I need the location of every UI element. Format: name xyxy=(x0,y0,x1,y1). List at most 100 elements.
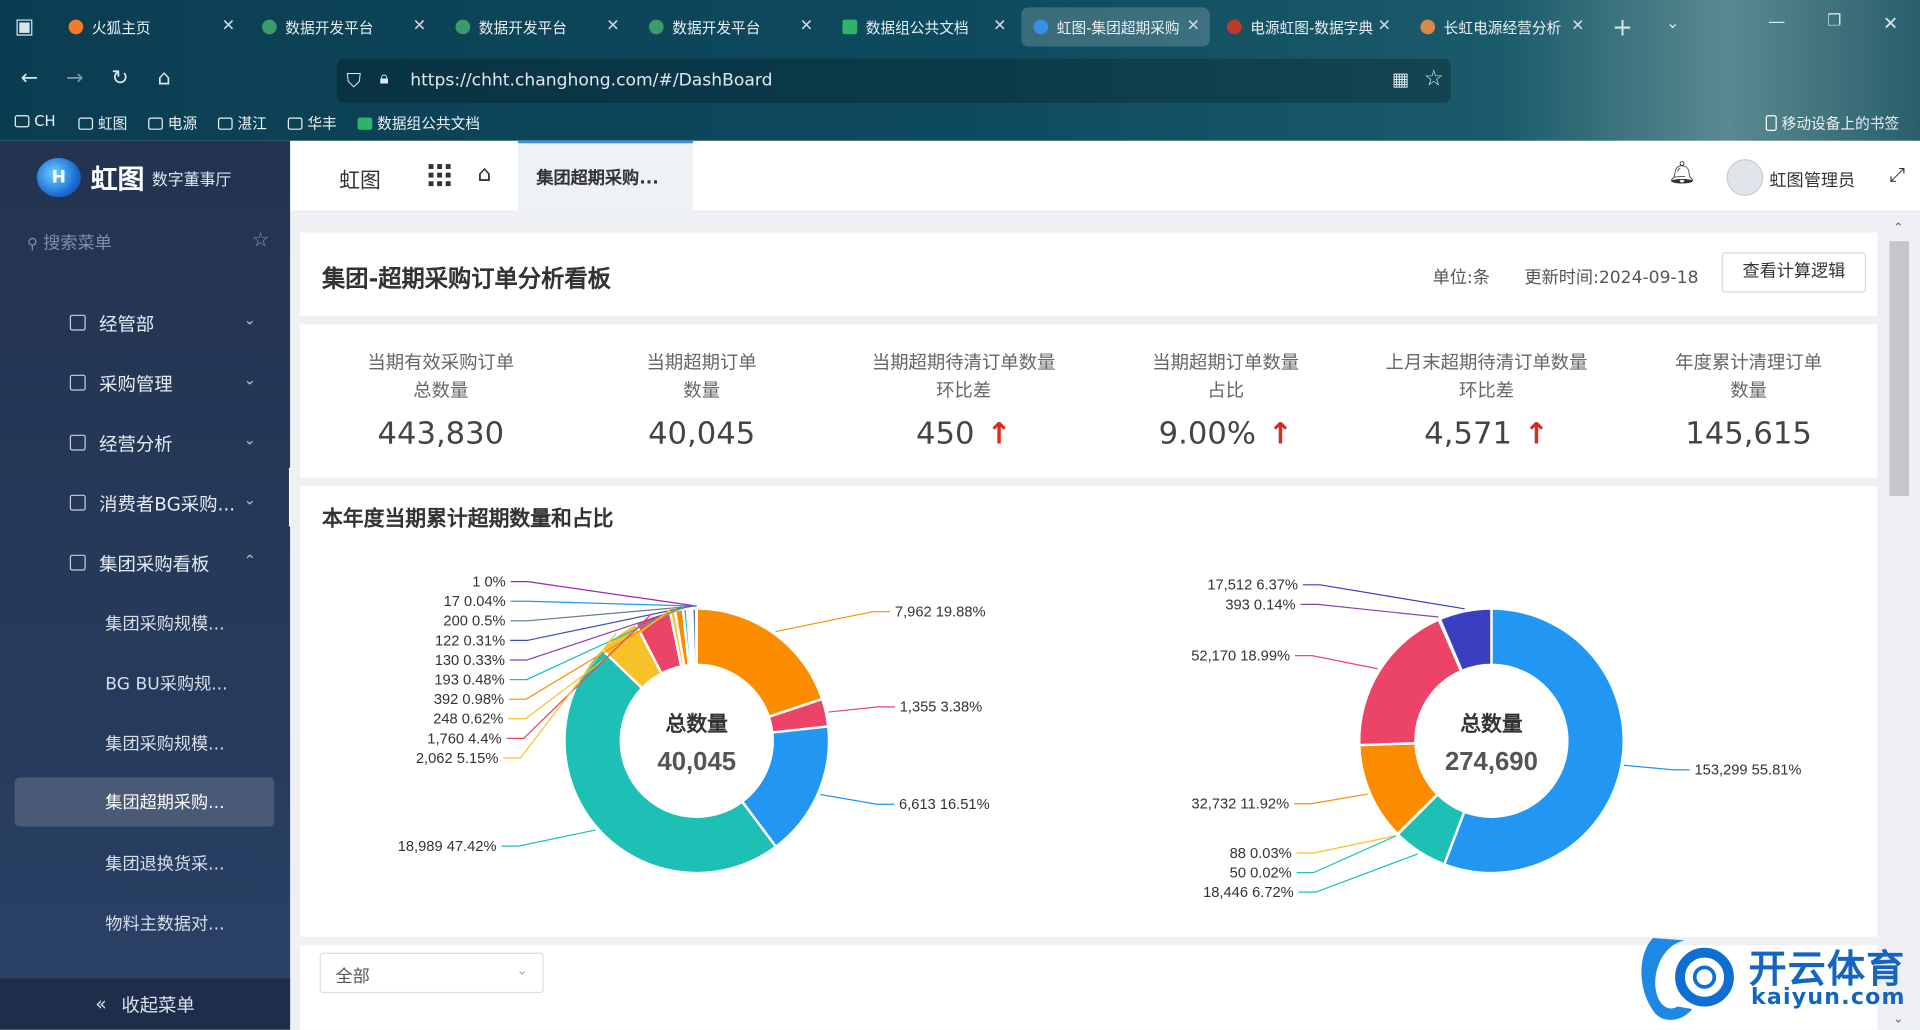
user-name[interactable]: 虹图管理员 xyxy=(1769,171,1856,192)
update-time: 更新时间:2024-09-18 xyxy=(1524,268,1699,288)
mobile-bookmarks[interactable]: 移动设备上的书签 xyxy=(1765,113,1899,134)
collapse-menu-button[interactable]: «收起菜单 xyxy=(0,978,291,1030)
browser-tab[interactable]: 长虹电源经营分析 ✕ xyxy=(1408,7,1594,46)
menu-jingguanbu[interactable]: 经管部 ⌄ xyxy=(0,296,290,350)
donut-charts: 7,962 19.88% 1,355 3.38% 6,613 16.51% 1 0% 1… xyxy=(398,575,1802,902)
tab-active-page[interactable]: 集团超期采购... xyxy=(517,140,694,212)
apps-grid-icon[interactable] xyxy=(427,163,451,187)
close-tab-icon[interactable]: ✕ xyxy=(1571,17,1585,36)
app-topbar: 虹图 ⌂ 集团超期采购... 🔔︎ 虹图管理员 ⤢ xyxy=(290,140,1920,212)
folder-icon xyxy=(287,116,303,130)
browser-tab[interactable]: 数据开发平台 ✕ xyxy=(443,7,629,46)
close-tab-icon[interactable]: ✕ xyxy=(1186,17,1201,36)
url-text[interactable]: https://chht.changhong.com/#/DashBoard xyxy=(410,71,773,91)
view-logic-button[interactable]: 查看计算逻辑 xyxy=(1721,252,1867,293)
browser-tab[interactable]: 数据开发平台 ✕ xyxy=(637,7,823,46)
kaiyun-logo-icon xyxy=(1641,937,1734,1020)
reload-icon[interactable]: ↻ xyxy=(111,66,129,91)
qr-code-icon[interactable]: ▦ xyxy=(1392,68,1410,91)
slice-data-label: 18,446 6.72% xyxy=(1203,885,1294,901)
donut-slice[interactable] xyxy=(563,647,778,875)
tab-favicon xyxy=(842,19,858,35)
slice-data-label: 88 0.03% xyxy=(1230,846,1292,862)
close-window-icon[interactable]: ✕ xyxy=(1882,12,1899,35)
submenu-item[interactable]: BG BU采购规... xyxy=(105,674,228,695)
topbar-brand[interactable]: 虹图 xyxy=(339,168,381,194)
scrollbar-thumb[interactable] xyxy=(1889,241,1909,496)
close-tab-icon[interactable]: ✕ xyxy=(412,17,427,36)
star-bookmark-icon[interactable]: ☆ xyxy=(1423,66,1444,92)
bookmark-folder[interactable]: 电源 xyxy=(148,113,197,134)
bookmark-folder[interactable]: 湛江 xyxy=(217,113,267,134)
lock-icon: 🔒︎ xyxy=(379,68,389,89)
app-logo[interactable]: H 虹图 数字董事厅 xyxy=(36,157,231,198)
home-icon[interactable]: ⌂ xyxy=(157,66,171,91)
minimize-icon[interactable]: — xyxy=(1768,12,1786,32)
back-icon[interactable]: ← xyxy=(20,66,39,91)
tab-favicon xyxy=(262,19,277,35)
donut-center-value: 40,045 xyxy=(657,748,736,776)
filter-select[interactable]: 全部 ⌄ xyxy=(319,952,544,994)
star-icon[interactable]: ☆ xyxy=(251,227,270,252)
leader-line xyxy=(1302,584,1465,610)
browser-tab-active[interactable]: 虹图-集团超期采购 ✕ xyxy=(1021,7,1210,47)
chevron-up-icon: ⌄ xyxy=(243,551,256,569)
menu-search[interactable]: ⚲ 搜索菜单 ☆ xyxy=(27,227,272,254)
chevron-down-icon: ⌄ xyxy=(243,371,256,389)
menu-jingying[interactable]: 经营分析 ⌄ xyxy=(0,416,290,470)
search-input[interactable]: 搜索菜单 xyxy=(43,233,112,254)
donut-center-label: 总数量 xyxy=(666,712,729,736)
folder-icon xyxy=(78,116,94,130)
browser-tab[interactable]: 数据开发平台 ✕ xyxy=(250,7,436,46)
browser-tab[interactable]: 电源虹图-数据字典 ✕ xyxy=(1215,7,1401,46)
menu-caigou[interactable]: 采购管理 ⌄ xyxy=(0,356,290,410)
close-tab-icon[interactable]: ✕ xyxy=(1377,17,1392,36)
restore-icon[interactable]: ❐ xyxy=(1827,12,1842,31)
submenu-item[interactable]: 物料主数据对... xyxy=(105,914,225,935)
browser-tab[interactable]: 数据组公共文档 ✕ xyxy=(830,7,1016,46)
menu-doc-icon xyxy=(69,374,86,391)
submenu-item[interactable]: 集团采购规模... xyxy=(105,614,225,635)
browser-tab[interactable]: 火狐主页 ✕ xyxy=(56,7,245,46)
close-tab-icon[interactable]: ✕ xyxy=(799,17,814,36)
scroll-up-icon[interactable]: ⌃ xyxy=(1893,221,1904,236)
bookmark-folder[interactable]: CH xyxy=(14,113,56,130)
submenu-item[interactable]: 集团采购规模... xyxy=(105,734,225,755)
submenu-item[interactable]: 集团退换货采... xyxy=(105,854,225,875)
tab-favicon xyxy=(648,19,664,35)
leader-line xyxy=(1623,764,1690,771)
close-tab-icon[interactable]: ✕ xyxy=(606,17,620,36)
menu-jituan[interactable]: 集团采购看板 ⌄ xyxy=(0,536,290,590)
submenu-item-active[interactable]: 集团超期采购... xyxy=(14,777,275,827)
bookmark-doc[interactable]: 数据组公共文档 xyxy=(357,113,480,134)
chevron-down-icon[interactable]: ⌄ xyxy=(1665,14,1680,34)
forward-icon[interactable]: → xyxy=(65,66,84,91)
donut-slice[interactable] xyxy=(1442,607,1625,875)
donut-slice[interactable] xyxy=(695,607,824,719)
menu-doc-icon xyxy=(69,434,86,451)
leader-line xyxy=(510,600,697,607)
leader-line xyxy=(509,606,686,681)
scroll-down-icon[interactable]: ⌄ xyxy=(1893,1012,1904,1027)
close-tab-icon[interactable]: ✕ xyxy=(993,17,1007,36)
slice-data-label: 1,355 3.38% xyxy=(900,700,982,716)
fullscreen-icon[interactable]: ⤢ xyxy=(1889,162,1906,187)
shield-icon[interactable]: ⛉ xyxy=(346,68,362,92)
bookmark-folder[interactable]: 华丰 xyxy=(287,113,337,134)
scrollbar[interactable]: ⌃ ⌄ xyxy=(1889,221,1909,1027)
donut-slice[interactable] xyxy=(1438,607,1493,673)
close-tab-icon[interactable]: ✕ xyxy=(221,17,236,36)
bell-icon[interactable]: 🔔︎ xyxy=(1667,160,1696,187)
menu-xiaofeizhe[interactable]: 消费者BG采购... ⌄ xyxy=(0,476,290,530)
kpi-item: 当期超期订单数量 占比 9.00% ↑ xyxy=(1152,351,1300,451)
chart-section-title: 本年度当期累计超期数量和占比 xyxy=(322,506,614,532)
logo-mark: H xyxy=(36,157,81,198)
new-tab-icon[interactable]: + xyxy=(1612,12,1633,42)
tab-list-icon[interactable]: ▣ xyxy=(14,14,35,40)
bookmark-folder[interactable]: 虹图 xyxy=(78,113,127,134)
slice-data-label: 2,062 5.15% xyxy=(416,751,498,767)
address-bar[interactable]: ⛉ 🔒︎ https://chht.changhong.com/#/DashBo… xyxy=(336,58,1452,103)
home-icon[interactable]: ⌂ xyxy=(477,161,492,188)
donut-center-label: 总数量 xyxy=(1460,712,1523,736)
avatar[interactable] xyxy=(1726,159,1764,196)
